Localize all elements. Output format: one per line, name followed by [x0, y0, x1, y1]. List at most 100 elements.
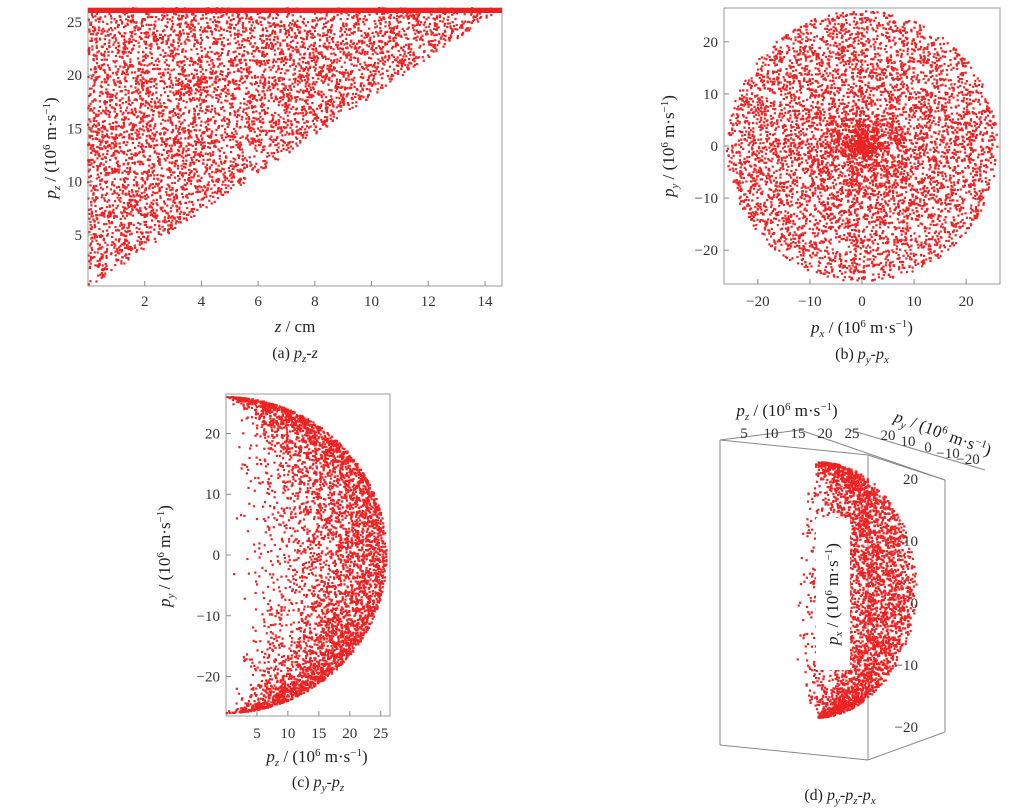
panel-a-point [325, 74, 327, 76]
panel-a-point [137, 240, 139, 242]
panel-a-point [185, 78, 187, 80]
panel-a-point [382, 11, 384, 13]
panel-a-point [145, 126, 147, 128]
panel-a-point [142, 103, 144, 105]
panel-a-point [238, 157, 240, 159]
panel-a-point [324, 116, 326, 118]
panel-a-point [96, 10, 98, 12]
panel-a-point [116, 150, 118, 152]
panel-a-point [232, 59, 234, 61]
panel-a-point [214, 171, 216, 173]
panel-a-point [234, 114, 236, 116]
panel-a-point [157, 101, 159, 103]
panel-a-point [402, 55, 404, 57]
panel-a-point [251, 8, 253, 10]
panel-a-point [162, 30, 164, 32]
panel-a-point [250, 164, 252, 166]
panel-a-point [125, 73, 127, 75]
panel-a-point [142, 78, 144, 80]
panel-a-point [328, 70, 330, 72]
panel-a-point [317, 74, 319, 76]
panel-a-point [237, 110, 239, 112]
panel-a-point [134, 87, 136, 89]
panel-a-point [271, 83, 273, 85]
panel-a-point [103, 164, 105, 166]
panel-a-point [282, 92, 284, 94]
panel-a-point [327, 84, 329, 86]
panel-a-point [177, 175, 179, 177]
panel-a-point [167, 212, 169, 214]
panel-a-point [151, 62, 153, 64]
panel-a-point [304, 128, 306, 130]
panel-a-point [399, 54, 401, 56]
panel-a-point [266, 42, 268, 44]
panel-a-point [283, 11, 285, 13]
panel-a-point [107, 54, 109, 56]
panel-a-point [174, 112, 176, 114]
panel-a-point [131, 102, 133, 104]
panel-a-point [112, 94, 114, 96]
panel-a-point [252, 50, 254, 52]
panel-a-point [157, 220, 159, 222]
panel-a-point [225, 187, 227, 189]
panel-a-point [270, 135, 272, 137]
panel-a-point [346, 34, 348, 36]
panel-a-point [116, 186, 118, 188]
panel-a-point [228, 119, 230, 121]
panel-a-point [246, 160, 248, 162]
panel-a-point [126, 12, 128, 14]
panel-a-point [274, 33, 276, 35]
panel-a-point [355, 47, 357, 49]
panel-a-point [111, 29, 113, 31]
panel-a-point [271, 126, 273, 128]
panel-a-point [103, 53, 105, 55]
panel-a-point [311, 48, 313, 50]
panel-a-point [280, 96, 282, 98]
panel-a-point [211, 108, 213, 110]
panel-a-point [173, 68, 175, 70]
panel-a-point [202, 18, 204, 20]
panel-a-point [105, 113, 107, 115]
panel-a-point [198, 154, 200, 156]
panel-a-point [403, 60, 405, 62]
panel-a-point [127, 204, 129, 206]
panel-a-point [300, 16, 302, 18]
panel-a-point [123, 262, 125, 264]
panel-a-point [296, 90, 298, 92]
panel-a-point [207, 153, 209, 155]
panel-a-point [407, 38, 409, 40]
panel-a-point [124, 239, 126, 241]
panel-a-point [291, 27, 293, 29]
panel-a-point [248, 73, 250, 75]
panel-a-point [281, 134, 283, 136]
panel-a-point [171, 26, 173, 28]
panel-a-point [253, 120, 255, 122]
panel-a-point [129, 230, 131, 232]
panel-a-point [196, 48, 198, 50]
panel-a-point [490, 14, 492, 16]
panel-a-point [221, 163, 223, 165]
panel-a-point [111, 181, 113, 183]
panel-a-point [192, 29, 194, 31]
panel-a-point [384, 31, 386, 33]
panel-a-point [120, 110, 122, 112]
panel-a-point [112, 193, 114, 195]
panel-a-point [429, 11, 431, 13]
panel-a-point [199, 103, 201, 105]
panel-a-point [345, 28, 347, 30]
panel-a-point [215, 40, 217, 42]
panel-a-point [264, 167, 266, 169]
panel-a-point [373, 41, 375, 43]
panel-a-point [283, 121, 285, 123]
panel-a-point [153, 174, 155, 176]
panel-a-point [282, 53, 284, 55]
panel-a-point [415, 13, 417, 15]
panel-a-point [204, 27, 206, 29]
panel-a-point [125, 253, 127, 255]
panel-a-point [171, 111, 173, 113]
panel-a-point [384, 25, 386, 27]
panel-a-point [400, 47, 402, 49]
panel-a-point [425, 26, 427, 28]
panel-a-point [316, 120, 318, 122]
panel-a-point [192, 208, 194, 210]
